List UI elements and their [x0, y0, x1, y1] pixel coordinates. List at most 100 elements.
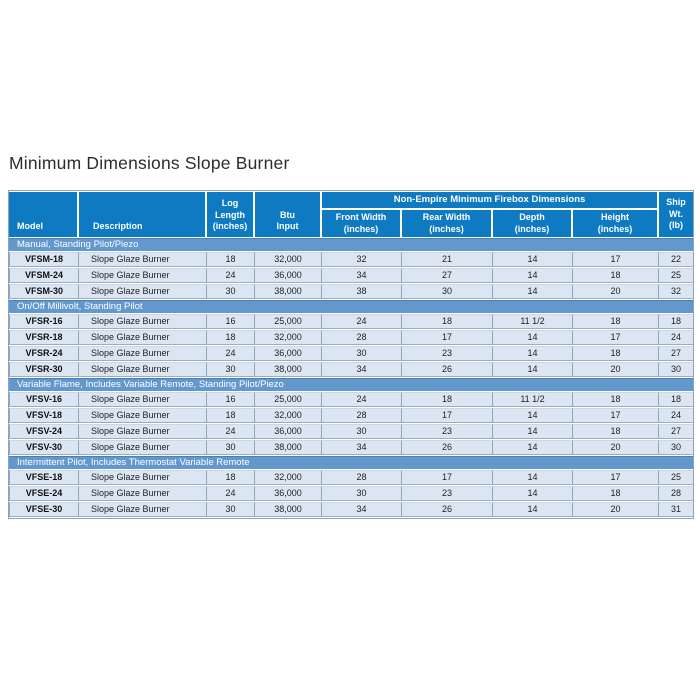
cell-ship-wt: 25 — [659, 268, 694, 283]
cell-front-width: 30 — [322, 486, 402, 501]
cell-height: 18 — [573, 346, 660, 361]
cell-ship-wt: 30 — [659, 362, 694, 377]
cell-ship-wt: 24 — [659, 330, 694, 345]
cell-btu-input: 36,000 — [255, 424, 322, 439]
cell-front-width: 30 — [322, 424, 402, 439]
cell-model: VFSM-24 — [9, 268, 79, 283]
cell-description: Slope Glaze Burner — [79, 408, 207, 423]
cell-depth: 14 — [493, 424, 573, 439]
cell-btu-input: 32,000 — [255, 252, 322, 267]
cell-height: 17 — [573, 470, 660, 485]
column-header-ship-wt: Ship Wt. (lb) — [659, 192, 694, 237]
cell-height: 20 — [573, 362, 660, 377]
column-header-height: Height (inches) — [573, 210, 660, 237]
section-header-label: Variable Flame, Includes Variable Remote… — [9, 378, 694, 391]
cell-height: 17 — [573, 330, 660, 345]
group-header-firebox-dimensions: Non-Empire Minimum Firebox Dimensions — [322, 192, 660, 209]
cell-depth: 11 1/2 — [493, 392, 573, 407]
cell-rear-width: 21 — [402, 252, 493, 267]
cell-front-width: 28 — [322, 470, 402, 485]
cell-height: 18 — [573, 268, 660, 283]
cell-rear-width: 27 — [402, 268, 493, 283]
cell-height: 20 — [573, 284, 660, 299]
cell-height: 17 — [573, 252, 660, 267]
cell-log-length: 24 — [207, 346, 255, 361]
table-row: VFSR-16 Slope Glaze Burner 16 25,000 24 18 11 … — [9, 314, 694, 329]
page-title: Minimum Dimensions Slope Burner — [9, 153, 290, 173]
cell-rear-width: 17 — [402, 408, 493, 423]
table-body: Manual, Standing Pilot/Piezo VFSM-18 Slope… — [9, 238, 694, 517]
cell-ship-wt: 18 — [659, 314, 694, 329]
cell-model: VFSR-24 — [9, 346, 79, 361]
cell-depth: 14 — [493, 486, 573, 501]
cell-height: 20 — [573, 440, 660, 455]
section-header-row: Intermittent Pilot, Includes Thermostat … — [9, 456, 694, 469]
cell-log-length: 30 — [207, 362, 255, 377]
cell-log-length: 18 — [207, 470, 255, 485]
cell-depth: 11 1/2 — [493, 314, 573, 329]
cell-btu-input: 32,000 — [255, 470, 322, 485]
cell-height: 18 — [573, 486, 660, 501]
cell-depth: 14 — [493, 268, 573, 283]
cell-front-width: 34 — [322, 502, 402, 517]
table-row: VFSV-18 Slope Glaze Burner 18 32,000 28 17 14 1… — [9, 408, 694, 423]
cell-description: Slope Glaze Burner — [79, 486, 207, 501]
cell-log-length: 30 — [207, 502, 255, 517]
cell-rear-width: 30 — [402, 284, 493, 299]
cell-ship-wt: 32 — [659, 284, 694, 299]
column-header-description: Description — [79, 192, 207, 237]
cell-front-width: 34 — [322, 362, 402, 377]
cell-model: VFSM-30 — [9, 284, 79, 299]
cell-front-width: 24 — [322, 314, 402, 329]
cell-description: Slope Glaze Burner — [79, 392, 207, 407]
cell-model: VFSV-16 — [9, 392, 79, 407]
cell-description: Slope Glaze Burner — [79, 362, 207, 377]
cell-depth: 14 — [493, 470, 573, 485]
cell-description: Slope Glaze Burner — [79, 502, 207, 517]
table-row: VFSR-24 Slope Glaze Burner 24 36,000 30 23 14 1… — [9, 346, 694, 361]
table-row: VFSM-18 Slope Glaze Burner 18 32,000 32 21 14 1… — [9, 252, 694, 267]
column-header-log-length: Log Length (inches) — [207, 192, 255, 237]
cell-ship-wt: 18 — [659, 392, 694, 407]
cell-depth: 14 — [493, 252, 573, 267]
cell-rear-width: 18 — [402, 314, 493, 329]
table-row: VFSV-24 Slope Glaze Burner 24 36,000 30 23 14 1… — [9, 424, 694, 439]
cell-btu-input: 25,000 — [255, 314, 322, 329]
cell-rear-width: 17 — [402, 470, 493, 485]
table-row: VFSV-16 Slope Glaze Burner 16 25,000 24 18 11 … — [9, 392, 694, 407]
cell-rear-width: 23 — [402, 346, 493, 361]
cell-height: 17 — [573, 408, 660, 423]
cell-height: 20 — [573, 502, 660, 517]
cell-btu-input: 38,000 — [255, 440, 322, 455]
cell-btu-input: 25,000 — [255, 392, 322, 407]
cell-model: VFSR-30 — [9, 362, 79, 377]
cell-description: Slope Glaze Burner — [79, 268, 207, 283]
cell-rear-width: 26 — [402, 440, 493, 455]
spec-table-container: Model Description Log Length (inches) Btu Inpu… — [8, 190, 695, 519]
cell-model: VFSE-24 — [9, 486, 79, 501]
cell-front-width: 28 — [322, 330, 402, 345]
cell-rear-width: 23 — [402, 424, 493, 439]
table-row: VFSM-30 Slope Glaze Burner 30 38,000 38 30 14 2… — [9, 284, 694, 299]
cell-rear-width: 26 — [402, 362, 493, 377]
cell-model: VFSR-16 — [9, 314, 79, 329]
cell-btu-input: 36,000 — [255, 346, 322, 361]
cell-rear-width: 17 — [402, 330, 493, 345]
cell-btu-input: 36,000 — [255, 486, 322, 501]
cell-front-width: 24 — [322, 392, 402, 407]
cell-depth: 14 — [493, 284, 573, 299]
section-header-label: On/Off Millivolt, Standing Pilot — [9, 300, 694, 313]
cell-ship-wt: 27 — [659, 346, 694, 361]
cell-log-length: 24 — [207, 424, 255, 439]
cell-log-length: 16 — [207, 392, 255, 407]
cell-log-length: 24 — [207, 268, 255, 283]
cell-description: Slope Glaze Burner — [79, 440, 207, 455]
cell-height: 18 — [573, 392, 660, 407]
cell-model: VFSV-18 — [9, 408, 79, 423]
cell-depth: 14 — [493, 408, 573, 423]
cell-height: 18 — [573, 314, 660, 329]
table-row: VFSE-24 Slope Glaze Burner 24 36,000 30 23 14 1… — [9, 486, 694, 501]
cell-rear-width: 23 — [402, 486, 493, 501]
cell-log-length: 30 — [207, 284, 255, 299]
cell-description: Slope Glaze Burner — [79, 284, 207, 299]
